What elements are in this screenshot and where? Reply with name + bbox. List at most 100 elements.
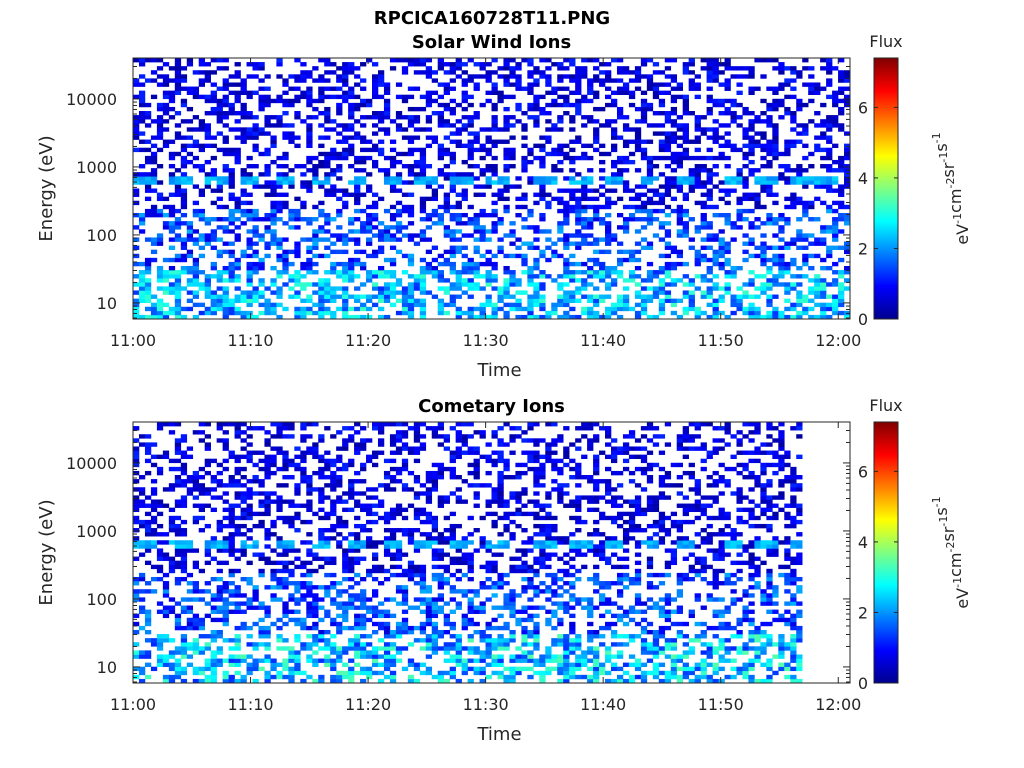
spectrogram-cell xyxy=(264,180,271,185)
spectrogram-cell xyxy=(557,127,564,132)
spectrogram-cell xyxy=(150,532,158,537)
spectrogram-cell xyxy=(557,147,564,153)
spectrogram-cell xyxy=(342,646,349,651)
spectrogram-cell xyxy=(270,192,277,197)
spectrogram-cell xyxy=(354,306,361,312)
spectrogram-cell xyxy=(180,654,188,659)
spectrogram-cell xyxy=(640,102,648,108)
spectrogram-cell xyxy=(515,282,522,287)
spectrogram-cell xyxy=(300,625,307,631)
spectrogram-cell xyxy=(670,159,678,165)
spectrogram-cell xyxy=(306,491,313,496)
spectrogram-cell xyxy=(461,212,468,218)
spectrogram-cell xyxy=(455,212,462,218)
spectrogram-cell xyxy=(443,147,450,153)
spectrogram-cell xyxy=(844,176,851,181)
spectrogram-cell xyxy=(389,597,397,602)
spectrogram-cell xyxy=(407,282,415,287)
spectrogram-cell xyxy=(658,196,666,202)
spectrogram-cell xyxy=(377,70,385,75)
spectrogram-cell xyxy=(372,86,379,91)
spectrogram-cell xyxy=(312,446,319,451)
spectrogram-cell xyxy=(497,90,504,95)
spectrogram-cell xyxy=(467,282,474,287)
spectrogram-cell xyxy=(336,532,343,537)
spectrogram-cell xyxy=(342,188,349,193)
spectrogram-cell xyxy=(802,200,809,206)
spectrogram-cell xyxy=(306,572,313,578)
spectrogram-cell xyxy=(467,143,474,149)
spectrogram-cell xyxy=(485,229,492,234)
spectrogram-cell xyxy=(407,208,415,214)
spectrogram-cell xyxy=(354,450,361,455)
spectrogram-cell xyxy=(276,200,283,206)
spectrogram-cell xyxy=(814,278,821,283)
spectrogram-cell xyxy=(814,286,821,291)
spectrogram-cell xyxy=(748,119,755,124)
spectrogram-cell xyxy=(754,200,761,206)
spectrogram-cell xyxy=(234,483,241,488)
spectrogram-cell xyxy=(312,155,319,161)
spectrogram-cell xyxy=(372,576,379,582)
spectrogram-cell xyxy=(712,233,719,238)
spectrogram-cell xyxy=(210,495,217,500)
spectrogram-cell xyxy=(497,127,504,132)
spectrogram-cell xyxy=(652,86,660,91)
spectrogram-cell xyxy=(336,286,343,291)
spectrogram-cell xyxy=(180,503,188,508)
spectrogram-cell xyxy=(360,314,367,320)
spectrogram-cell xyxy=(156,265,164,271)
spectrogram-cell xyxy=(557,102,564,108)
spectrogram-cell xyxy=(372,115,379,120)
spectrogram-cell xyxy=(312,568,319,574)
spectrogram-cell xyxy=(611,200,618,206)
spectrogram-cell xyxy=(366,306,373,312)
spectrogram-cell xyxy=(372,159,379,165)
spectrogram-cell xyxy=(342,507,349,513)
spectrogram-cell xyxy=(252,127,259,132)
spectrogram-cell xyxy=(503,127,510,132)
spectrogram-cell xyxy=(670,74,678,79)
spectrogram-cell xyxy=(222,466,229,472)
spectrogram-cell xyxy=(270,585,277,590)
spectrogram-cell xyxy=(688,172,695,177)
spectrogram-cell xyxy=(174,617,182,623)
spectrogram-cell xyxy=(144,290,152,295)
spectrogram-cell xyxy=(742,294,749,299)
spectrogram-cell xyxy=(796,180,803,185)
spectrogram-cell xyxy=(790,237,797,242)
spectrogram-cell xyxy=(569,306,576,312)
spectrogram-cell xyxy=(210,229,217,234)
spectrogram-cell xyxy=(180,155,188,161)
spectrogram-cell xyxy=(724,143,731,149)
spectrogram-cell xyxy=(383,422,391,427)
spectrogram-cell xyxy=(180,98,188,104)
spectrogram-cell xyxy=(778,172,785,177)
spectrogram-cell xyxy=(521,261,528,267)
spectrogram-cell xyxy=(360,503,367,508)
spectrogram-cell xyxy=(258,572,265,578)
spectrogram-cell xyxy=(676,176,683,181)
spectrogram-cell xyxy=(473,270,480,275)
spectrogram-cell xyxy=(437,286,444,291)
spectrogram-cell xyxy=(407,257,415,263)
spectrogram-cell xyxy=(760,58,767,63)
spectrogram-cell xyxy=(413,278,421,283)
spectrogram-cell xyxy=(461,282,468,287)
spectrogram-cell xyxy=(138,540,146,545)
spectrogram-cell xyxy=(616,257,624,263)
spectrogram-cell xyxy=(569,62,576,67)
spectrogram-cell xyxy=(742,164,749,169)
spectrogram-cell xyxy=(204,127,211,132)
spectrogram-cell xyxy=(222,229,229,234)
spectrogram-cell xyxy=(258,523,265,529)
spectrogram-cell xyxy=(814,217,821,222)
spectrogram-cell xyxy=(336,483,343,488)
spectrogram-cell xyxy=(222,613,229,619)
spectrogram-cell xyxy=(533,286,540,291)
spectrogram-cell xyxy=(784,139,791,144)
spectrogram-cell xyxy=(425,90,433,95)
spectrogram-cell xyxy=(174,422,182,427)
spectrogram-cell xyxy=(318,159,325,165)
spectrogram-cell xyxy=(228,523,235,529)
